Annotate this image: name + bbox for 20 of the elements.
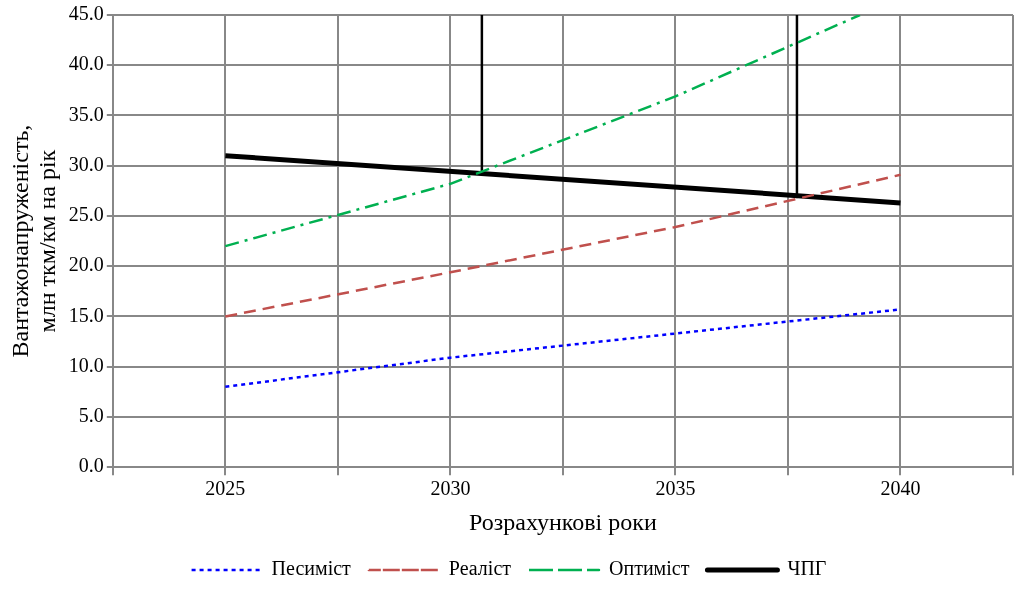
y-axis-title: Вантажонапруженість, млн ткм/км на рік: [7, 124, 60, 358]
y-tick-label: 45.0: [68, 2, 104, 25]
y-tick-label: 5.0: [78, 404, 104, 427]
legend-label: Реаліст: [448, 557, 512, 580]
y-tick-label: 25.0: [68, 203, 104, 226]
y-tick-label: 20.0: [68, 253, 104, 276]
legend-label: ЧПГ: [787, 557, 827, 580]
legend-label: Оптиміст: [609, 557, 690, 580]
y-tick-label: 10.0: [68, 353, 104, 376]
x-tick-label: 2025: [205, 477, 246, 500]
x-tick-label: 2030: [430, 477, 471, 500]
x-tick-label: 2035: [655, 477, 696, 500]
y-tick-label: 35.0: [68, 102, 104, 125]
y-tick-label: 0.0: [78, 454, 104, 477]
x-tick-label: 2040: [880, 477, 921, 500]
x-axis-title: Розрахункові роки: [469, 508, 657, 535]
y-tick-label: 15.0: [68, 303, 104, 326]
y-tick-label: 30.0: [68, 152, 104, 175]
y-tick-label: 40.0: [68, 52, 104, 75]
legend-label: Песиміст: [271, 557, 352, 580]
